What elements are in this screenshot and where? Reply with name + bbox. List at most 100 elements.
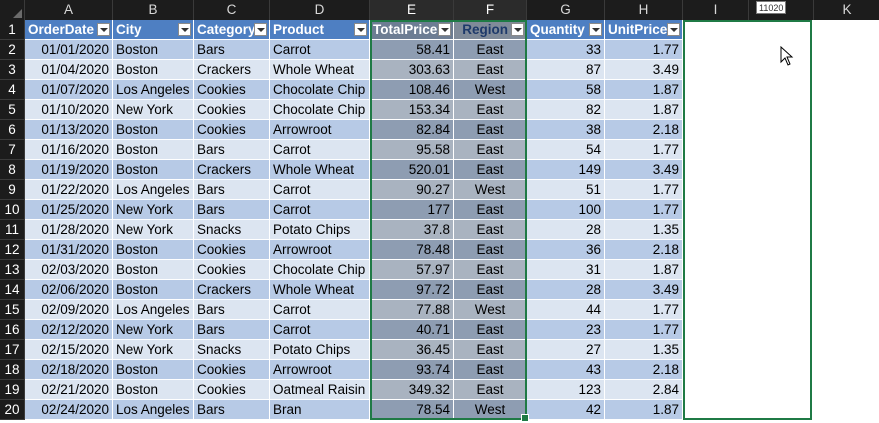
row-header[interactable]: 5: [0, 100, 25, 120]
cell-unitprice[interactable]: 1.87: [605, 260, 683, 280]
cell-quantity[interactable]: 27: [527, 340, 605, 360]
cell-unitprice[interactable]: 2.84: [605, 380, 683, 400]
cell-unitprice[interactable]: 1.77: [605, 140, 683, 160]
cell-region[interactable]: East: [454, 340, 527, 360]
cell-city[interactable]: Boston: [113, 280, 194, 300]
cell-product[interactable]: Arrowroot: [270, 120, 370, 140]
cell-city[interactable]: Boston: [113, 160, 194, 180]
cell-quantity[interactable]: 58: [527, 80, 605, 100]
cell-quantity[interactable]: 82: [527, 100, 605, 120]
cell-category[interactable]: Cookies: [194, 80, 270, 100]
header-unitprice[interactable]: UnitPrice: [605, 20, 683, 40]
column-header-c[interactable]: C: [194, 0, 270, 20]
column-header-a[interactable]: A: [25, 0, 113, 20]
cell-product[interactable]: Potato Chips: [270, 340, 370, 360]
cell-quantity[interactable]: 149: [527, 160, 605, 180]
cell-unitprice[interactable]: 1.77: [605, 300, 683, 320]
column-header-d[interactable]: D: [270, 0, 370, 20]
cell-totalprice[interactable]: 153.34: [370, 100, 454, 120]
cell-product[interactable]: Carrot: [270, 320, 370, 340]
cell-category[interactable]: Bars: [194, 180, 270, 200]
cell-quantity[interactable]: 28: [527, 280, 605, 300]
cell-region[interactable]: East: [454, 360, 527, 380]
cell-category[interactable]: Bars: [194, 400, 270, 420]
header-city[interactable]: City: [113, 20, 194, 40]
cell-totalprice[interactable]: 78.54: [370, 400, 454, 420]
cell-totalprice[interactable]: 40.71: [370, 320, 454, 340]
cell-unitprice[interactable]: 3.49: [605, 60, 683, 80]
cell-orderdate[interactable]: 01/13/2020: [25, 120, 113, 140]
cell-category[interactable]: Snacks: [194, 340, 270, 360]
cell-region[interactable]: East: [454, 320, 527, 340]
cell-region[interactable]: East: [454, 160, 527, 180]
cell-region[interactable]: East: [454, 220, 527, 240]
cell-unitprice[interactable]: 1.87: [605, 400, 683, 420]
cell-unitprice[interactable]: 1.77: [605, 40, 683, 60]
cell-category[interactable]: Cookies: [194, 360, 270, 380]
row-header[interactable]: 7: [0, 140, 25, 160]
cell-city[interactable]: Los Angeles: [113, 180, 194, 200]
name-box[interactable]: 11020: [756, 1, 786, 14]
cell-category[interactable]: Cookies: [194, 100, 270, 120]
filter-dropdown-icon[interactable]: [589, 23, 602, 36]
filter-dropdown-icon[interactable]: [97, 23, 110, 36]
filter-dropdown-icon[interactable]: [354, 23, 367, 36]
cell-orderdate[interactable]: 02/06/2020: [25, 280, 113, 300]
cell-quantity[interactable]: 54: [527, 140, 605, 160]
cell-unitprice[interactable]: 3.49: [605, 160, 683, 180]
cell-category[interactable]: Crackers: [194, 280, 270, 300]
cell-totalprice[interactable]: 177: [370, 200, 454, 220]
cell-city[interactable]: New York: [113, 200, 194, 220]
row-header[interactable]: 10: [0, 200, 25, 220]
cell-quantity[interactable]: 33: [527, 40, 605, 60]
cell-category[interactable]: Snacks: [194, 220, 270, 240]
cell-totalprice[interactable]: 90.27: [370, 180, 454, 200]
cell-totalprice[interactable]: 349.32: [370, 380, 454, 400]
cell-orderdate[interactable]: 02/12/2020: [25, 320, 113, 340]
cell-product[interactable]: Chocolate Chip: [270, 80, 370, 100]
column-header-k[interactable]: K: [814, 0, 879, 20]
cell-quantity[interactable]: 31: [527, 260, 605, 280]
cell-quantity[interactable]: 42: [527, 400, 605, 420]
row-header[interactable]: 11: [0, 220, 25, 240]
cell-category[interactable]: Bars: [194, 140, 270, 160]
cell-product[interactable]: Bran: [270, 400, 370, 420]
cell-quantity[interactable]: 51: [527, 180, 605, 200]
cell-region[interactable]: West: [454, 80, 527, 100]
cell-unitprice[interactable]: 1.35: [605, 220, 683, 240]
row-header[interactable]: 6: [0, 120, 25, 140]
cell-unitprice[interactable]: 1.35: [605, 340, 683, 360]
cell-totalprice[interactable]: 77.88: [370, 300, 454, 320]
cell-totalprice[interactable]: 108.46: [370, 80, 454, 100]
column-header-e[interactable]: E: [370, 0, 454, 20]
cell-city[interactable]: Boston: [113, 260, 194, 280]
cell-product[interactable]: Whole Wheat: [270, 160, 370, 180]
row-header[interactable]: 2: [0, 40, 25, 60]
cell-region[interactable]: East: [454, 140, 527, 160]
header-product[interactable]: Product: [270, 20, 370, 40]
cell-city[interactable]: New York: [113, 320, 194, 340]
cell-region[interactable]: East: [454, 280, 527, 300]
cell-totalprice[interactable]: 93.74: [370, 360, 454, 380]
cell-unitprice[interactable]: 1.77: [605, 200, 683, 220]
row-header[interactable]: 12: [0, 240, 25, 260]
cell-product[interactable]: Carrot: [270, 200, 370, 220]
cell-region[interactable]: West: [454, 400, 527, 420]
cell-orderdate[interactable]: 01/22/2020: [25, 180, 113, 200]
cell-orderdate[interactable]: 01/10/2020: [25, 100, 113, 120]
cell-product[interactable]: Arrowroot: [270, 240, 370, 260]
row-header[interactable]: 3: [0, 60, 25, 80]
cell-orderdate[interactable]: 01/01/2020: [25, 40, 113, 60]
cell-city[interactable]: Boston: [113, 240, 194, 260]
filter-dropdown-icon[interactable]: [254, 23, 267, 36]
cell-unitprice[interactable]: 3.49: [605, 280, 683, 300]
row-header[interactable]: 1: [0, 20, 25, 40]
cell-quantity[interactable]: 28: [527, 220, 605, 240]
row-header[interactable]: 9: [0, 180, 25, 200]
cell-unitprice[interactable]: 1.87: [605, 100, 683, 120]
cell-region[interactable]: East: [454, 240, 527, 260]
empty-selected-range[interactable]: [683, 20, 812, 420]
column-header-f[interactable]: F: [454, 0, 527, 20]
row-header[interactable]: 18: [0, 360, 25, 380]
